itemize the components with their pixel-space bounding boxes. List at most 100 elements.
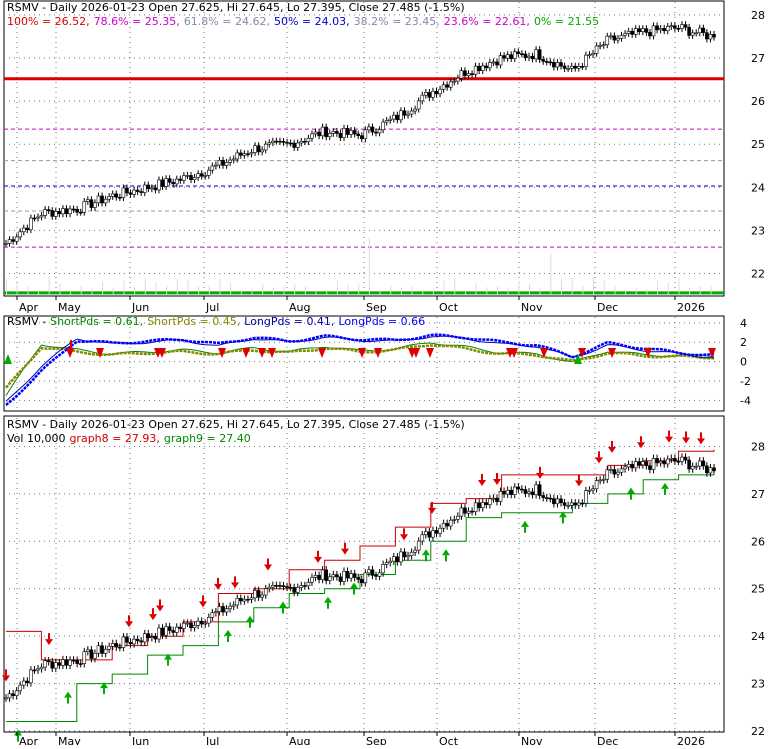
price-candle-body xyxy=(391,114,396,120)
stops-candle-body xyxy=(637,461,642,466)
volume-bar xyxy=(262,284,264,295)
stops-candle-body xyxy=(349,573,353,579)
price-candle-body xyxy=(569,65,574,69)
stops-candle-body xyxy=(82,651,87,664)
price-candle-body xyxy=(242,153,247,156)
stops-x-tick: Nov xyxy=(521,735,543,745)
stops-candle-body xyxy=(633,461,638,469)
price-candle-body xyxy=(665,26,670,32)
volume-bar xyxy=(134,286,136,295)
buy-arrow xyxy=(627,487,635,494)
price-candle-body xyxy=(178,178,183,181)
stops-candle-body xyxy=(281,585,286,587)
price-candle-body xyxy=(278,140,282,143)
sell-arrow-stem xyxy=(685,431,687,438)
volume-bar xyxy=(294,283,296,295)
stops-candle-body xyxy=(683,456,688,461)
price-candle-body xyxy=(135,189,140,192)
price-x-tick: Dec xyxy=(597,301,618,314)
price-candle-body xyxy=(445,84,449,88)
price-x-axis: Apr May Jun Jul Aug Sep Oct Nov Dec 2026 xyxy=(16,296,705,314)
price-candle-body xyxy=(128,192,133,195)
volume-bar xyxy=(27,286,29,295)
sell-arrow xyxy=(412,348,420,358)
volume-bar xyxy=(16,283,18,295)
oscillator-legend-entry: ShortPds = 0.45, xyxy=(147,315,240,328)
price-candle-body xyxy=(509,54,514,59)
price-candle-body xyxy=(708,33,713,40)
volume-bar xyxy=(486,287,488,295)
stops-x-tick: Jun xyxy=(131,735,149,745)
stops-candle-body xyxy=(324,569,329,581)
price-candle-body xyxy=(601,44,606,47)
volume-bar xyxy=(219,278,221,295)
oscillator-signal-arrows xyxy=(4,340,716,364)
price-candle-body xyxy=(125,187,129,194)
stops-candle-body xyxy=(327,576,332,581)
stops-candle-body xyxy=(342,570,346,582)
price-candle-body xyxy=(424,92,428,96)
price-candle-body xyxy=(587,54,592,56)
stops-y-tick: 25 xyxy=(751,583,765,596)
stops-candle-body xyxy=(694,465,699,468)
price-candle-body xyxy=(505,54,510,59)
stops-candle-body xyxy=(697,460,702,467)
stops-candle-body xyxy=(235,598,240,606)
stops-candle-body xyxy=(75,660,79,664)
stops-signal-arrows xyxy=(2,430,705,742)
stops-candle-body xyxy=(541,495,546,498)
price-candle-body xyxy=(644,28,649,33)
buy-arrow xyxy=(422,549,430,556)
stops-candle-body xyxy=(18,684,23,692)
stops-candle-body xyxy=(669,458,674,460)
sell-arrow xyxy=(358,348,366,358)
stops-candle-body xyxy=(477,502,481,509)
oscillator-y-axis: 4 2 0 -2 -4 xyxy=(740,317,751,407)
stops-candle-body xyxy=(701,460,706,467)
price-candle-body xyxy=(210,165,215,171)
price-candle-body xyxy=(167,178,172,183)
volume-bar xyxy=(102,281,104,295)
stops-candle-body xyxy=(676,460,681,463)
sell-arrow xyxy=(608,348,616,358)
volume-bar xyxy=(80,285,82,295)
stops-candle-body xyxy=(416,540,421,551)
buy-arrow xyxy=(574,354,582,364)
stops-x-tick: Apr xyxy=(19,735,39,745)
price-candle-body xyxy=(655,25,659,31)
sell-arrow xyxy=(258,348,266,358)
price-candle-body xyxy=(527,55,531,58)
graph9-label: graph9 = 27.40 xyxy=(164,432,251,445)
price-candle-body xyxy=(470,73,474,76)
volume-bar xyxy=(240,289,242,295)
buy-arrow-stem xyxy=(630,493,632,500)
sell-arrow xyxy=(158,348,166,358)
volume-bar xyxy=(400,287,402,295)
buy-arrow xyxy=(164,653,172,660)
price-candle-body xyxy=(50,210,55,217)
stops-candle-body xyxy=(335,574,339,578)
price-candle-body xyxy=(64,208,69,215)
volume-bar xyxy=(667,282,669,295)
sell-arrow-stem xyxy=(578,474,580,481)
volume-bar xyxy=(432,289,434,295)
volume-bar xyxy=(678,277,680,295)
stops-candle-body xyxy=(210,612,215,618)
stops-candle-body xyxy=(413,549,417,553)
price-candle-body xyxy=(228,159,232,163)
volume-bar xyxy=(518,280,520,295)
price-candle-body xyxy=(552,62,556,68)
price-candle-body xyxy=(673,25,677,29)
price-candle-body xyxy=(395,114,400,121)
volume-bar xyxy=(336,280,338,295)
stops-candle-body xyxy=(641,461,645,466)
sell-arrow xyxy=(708,348,716,358)
stops-candle-body xyxy=(271,585,275,588)
stops-candle-body xyxy=(452,518,457,521)
oscillator-y-tick: -4 xyxy=(740,394,751,407)
stops-candle-body xyxy=(431,530,435,538)
stops-x-tick: Oct xyxy=(439,735,459,745)
volume-bar xyxy=(198,286,200,295)
stops-candle-body xyxy=(587,489,592,492)
stops-candle-body xyxy=(367,569,371,574)
